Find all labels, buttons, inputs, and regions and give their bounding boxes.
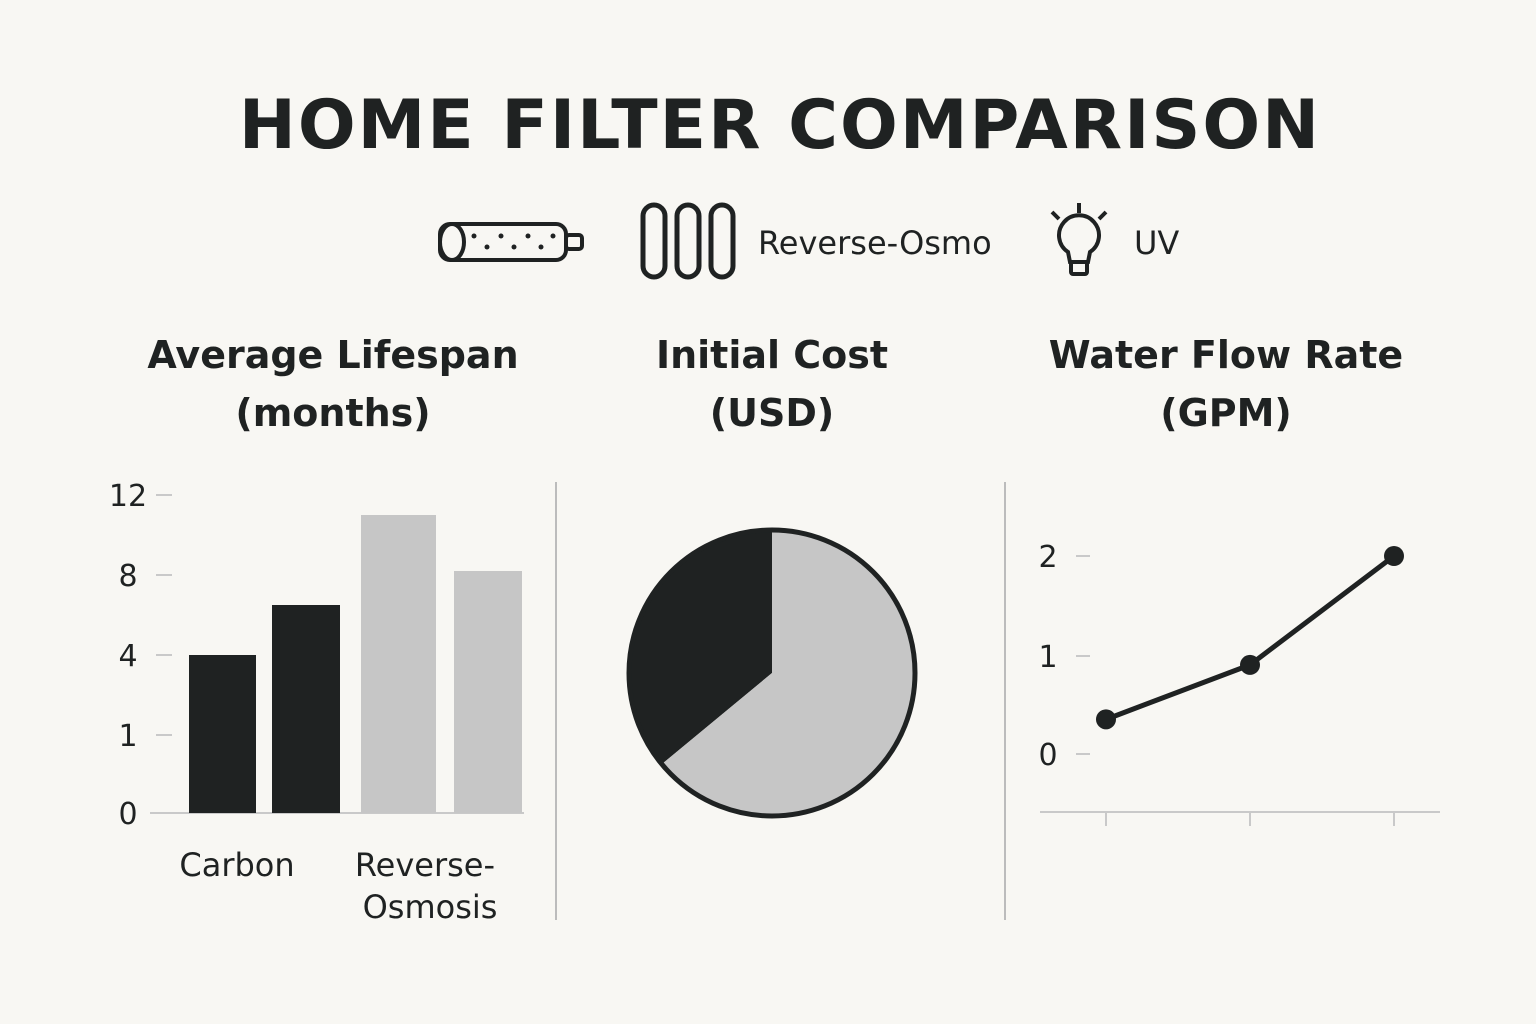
flow-line-chart: 2 1 0 xyxy=(1038,540,1440,826)
y-tick-label: 2 xyxy=(1038,540,1057,575)
bar-category-label-line1: Reverse- xyxy=(355,846,495,884)
cost-chart-title: Initial Cost xyxy=(656,333,888,377)
page-title: HOME FILTER COMPARISON xyxy=(239,86,1321,165)
bar-category-label-line2: Osmosis xyxy=(363,888,498,926)
lifespan-chart-subtitle: (months) xyxy=(235,391,430,435)
legend: Reverse-Osmo UV xyxy=(438,202,1179,280)
y-tick-label: 4 xyxy=(118,639,137,674)
data-point xyxy=(1096,709,1116,730)
cost-pie-chart xyxy=(626,527,918,819)
legend-label-uv: UV xyxy=(1134,224,1179,262)
pie-slice xyxy=(661,530,915,816)
flow-chart-title: Water Flow Rate xyxy=(1049,333,1403,377)
y-tick-label: 1 xyxy=(1038,640,1057,675)
carbon-cartridge-icon xyxy=(438,222,584,262)
y-tick-label: 0 xyxy=(118,797,137,832)
bar xyxy=(272,605,340,813)
bar-category-label: Reverse- Osmosis xyxy=(355,846,505,926)
lifespan-chart-title: Average Lifespan xyxy=(147,333,518,377)
data-point xyxy=(1384,546,1404,566)
flow-chart-subtitle: (GPM) xyxy=(1160,391,1292,435)
flow-series-line xyxy=(1105,554,1396,722)
bar-category-label: Carbon xyxy=(179,846,294,884)
y-tick-label: 8 xyxy=(118,559,137,594)
bar xyxy=(361,515,436,813)
cost-chart-subtitle: (USD) xyxy=(710,391,835,435)
legend-label-reverse-osmo: Reverse-Osmo xyxy=(758,224,992,262)
bar xyxy=(454,571,522,813)
reverse-osmosis-tubes-icon xyxy=(640,202,736,280)
data-point xyxy=(1240,654,1260,675)
lifespan-bar-chart: 12 8 4 1 0 Carbon Reverse- Osmosis xyxy=(109,479,524,926)
y-tick-label: 1 xyxy=(118,719,137,754)
pie-outline xyxy=(626,527,918,819)
uv-bulb-icon xyxy=(1050,203,1108,276)
bar xyxy=(189,655,256,813)
pie-slice xyxy=(629,530,772,765)
y-tick-label: 12 xyxy=(109,479,147,514)
y-tick-label: 0 xyxy=(1038,738,1057,773)
